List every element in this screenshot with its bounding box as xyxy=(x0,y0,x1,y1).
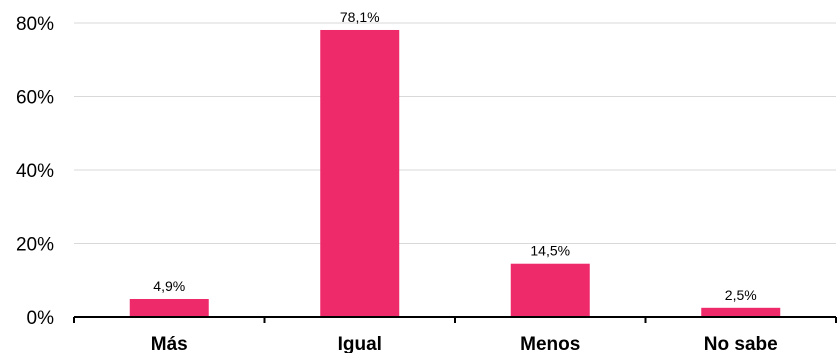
data-label: 4,9% xyxy=(153,278,185,294)
data-labels: 4,9% 78,1% 14,5% 2,5% xyxy=(153,9,756,303)
gridlines xyxy=(74,22,836,244)
y-tick-label: 40% xyxy=(16,161,54,182)
y-tick-label: 80% xyxy=(16,14,54,35)
x-axis-categories: Más Igual Menos No sabe xyxy=(151,334,778,353)
bar xyxy=(701,307,781,317)
data-label: 14,5% xyxy=(530,243,570,259)
bar xyxy=(510,263,590,317)
x-category-label: Igual xyxy=(338,334,382,353)
y-axis-ticks: 0% 20% 40% 60% 80% xyxy=(16,14,54,329)
x-category-label: No sabe xyxy=(704,334,778,353)
x-category-label: Más xyxy=(151,334,188,353)
bars xyxy=(129,29,781,317)
x-category-label: Menos xyxy=(520,334,580,353)
bar xyxy=(320,29,400,317)
y-tick-label: 60% xyxy=(16,88,54,109)
data-label: 78,1% xyxy=(340,9,380,25)
data-label: 2,5% xyxy=(725,287,757,303)
y-tick-label: 20% xyxy=(16,235,54,256)
bar xyxy=(129,298,209,317)
y-tick-label: 0% xyxy=(27,308,55,329)
x-axis xyxy=(73,316,837,323)
